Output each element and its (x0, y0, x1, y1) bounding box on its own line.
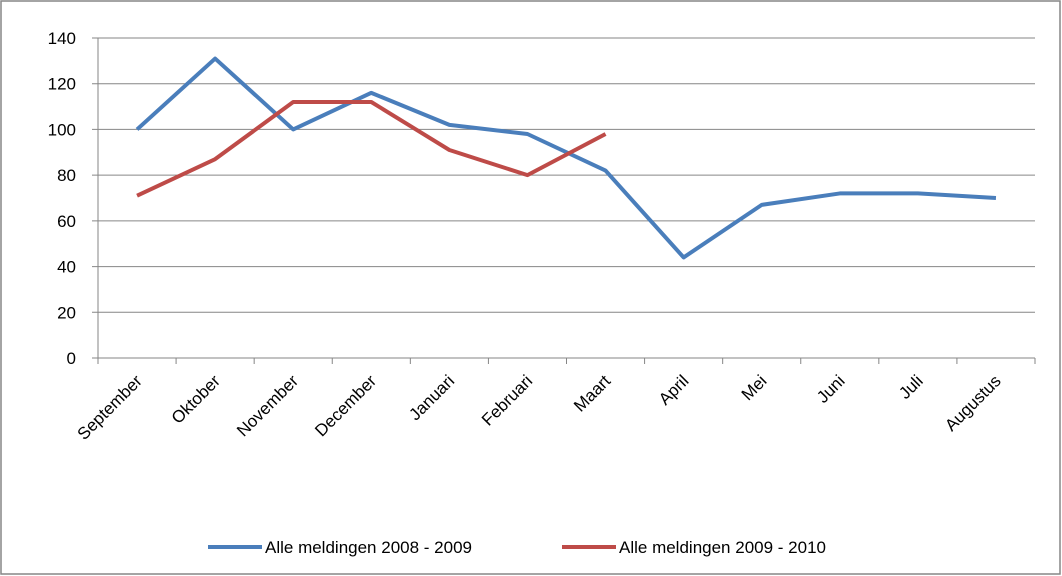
series-line (135, 56, 997, 260)
series-line (136, 100, 607, 198)
y-tick-label: 0 (67, 349, 76, 368)
legend-label: Alle meldingen 2008 - 2009 (265, 538, 472, 557)
y-tick-label: 40 (57, 258, 76, 277)
legend-label: Alle meldingen 2009 - 2010 (619, 538, 826, 557)
y-tick-label: 140 (48, 29, 76, 48)
y-tick-label: 100 (48, 120, 76, 139)
y-tick-label: 20 (57, 303, 76, 322)
y-tick-label: 120 (48, 75, 76, 94)
y-tick-label: 80 (57, 166, 76, 185)
y-tick-label: 60 (57, 212, 76, 231)
